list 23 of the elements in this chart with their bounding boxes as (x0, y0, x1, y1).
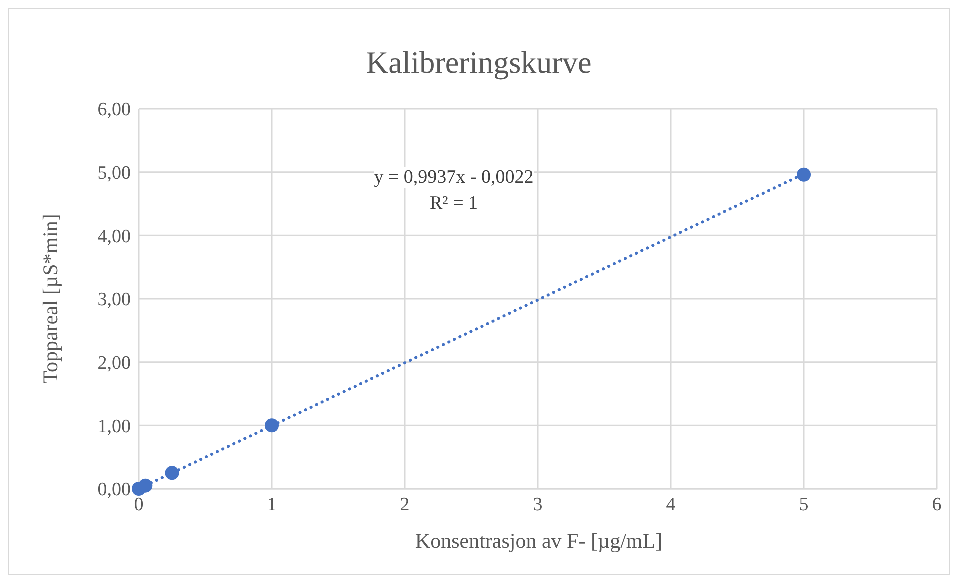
x-tick-label: 5 (799, 494, 809, 516)
y-tick-label: 6,00 (98, 100, 131, 121)
y-tick-label: 0,00 (98, 480, 131, 501)
y-tick-label: 4,00 (98, 226, 131, 248)
chart-title: Kalibreringskurve (365, 45, 593, 81)
y-tick-label: 5,00 (98, 163, 131, 184)
x-tick-label: 2 (400, 494, 410, 516)
annotation: y = 0,9937x - 0,0022 (374, 167, 534, 188)
point (165, 466, 180, 480)
y-tick-label: 2,00 (98, 353, 131, 374)
x-tick-label: 0 (134, 494, 144, 516)
y-tick-label: 3,00 (98, 290, 131, 311)
point (138, 478, 153, 493)
y-axis-title: Toppareal [µS*min] (38, 214, 64, 384)
annotation: R² = 1 (430, 193, 478, 214)
x-tick-label: 4 (666, 494, 676, 516)
point (797, 168, 811, 182)
y-tick-label: 1,00 (98, 416, 131, 438)
x-tick-label: 6 (932, 494, 942, 516)
x-tick-label: 1 (267, 494, 277, 516)
x-tick-label: 3 (533, 494, 543, 516)
x-axis-title: Konsentrasjon av F- [µg/mL] (414, 529, 664, 554)
point (265, 418, 279, 433)
